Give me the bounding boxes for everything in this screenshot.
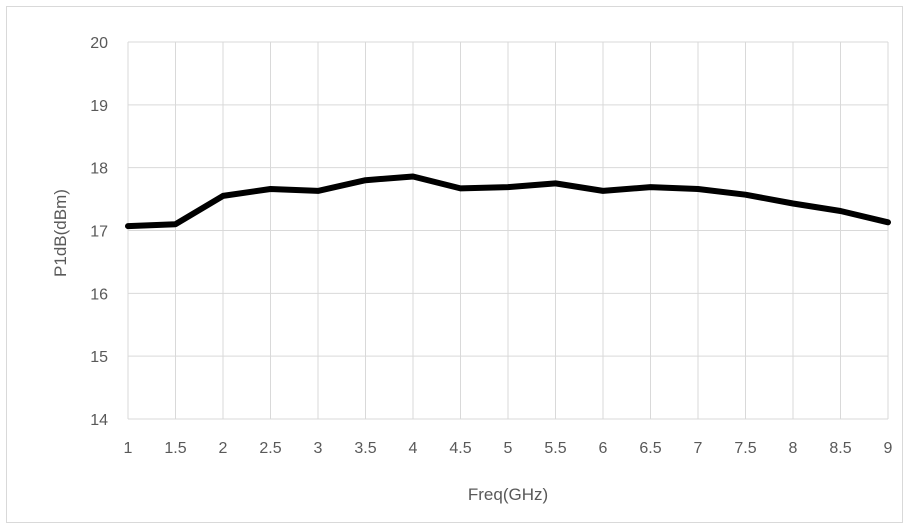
x-tick-label: 6.5 (639, 440, 661, 457)
data-point (317, 190, 319, 192)
x-tick-label: 3.5 (354, 440, 376, 457)
x-tick-label: 4 (409, 440, 418, 457)
y-tick-label: 18 (90, 161, 108, 178)
data-point (222, 195, 224, 197)
x-tick-label: 8 (789, 440, 798, 457)
data-point (602, 190, 604, 192)
x-tick-label: 8.5 (829, 440, 851, 457)
y-tick-label: 17 (90, 224, 108, 241)
data-point (412, 175, 414, 177)
data-point (127, 225, 129, 227)
data-point (697, 188, 699, 190)
x-tick-label: 2 (219, 440, 228, 457)
data-point (555, 182, 556, 184)
x-axis-title: Freq(GHz) (468, 485, 548, 504)
chart-area (6, 6, 903, 523)
data-point (792, 202, 794, 204)
series-layer (125, 173, 891, 230)
data-point (887, 221, 889, 223)
x-tick-label: 5 (504, 440, 513, 457)
y-tick-label: 16 (90, 286, 108, 303)
data-point (175, 223, 176, 225)
x-tick-label: 4.5 (449, 440, 471, 457)
data-point (460, 187, 461, 189)
data-point (745, 194, 746, 196)
data-point (270, 188, 271, 190)
x-axis-tick-labels: 1 1.5 2 2.5 3 3.5 4 4.5 5 5.5 6 6.5 7 7.5 8 8.5 9 (124, 440, 893, 457)
data-point (650, 186, 651, 188)
x-tick-label: 1.5 (164, 440, 186, 457)
x-tick-label: 5.5 (544, 440, 566, 457)
y-tick-label: 19 (90, 98, 108, 115)
y-axis-tick-labels: 14 15 16 17 18 19 20 (90, 35, 108, 429)
data-point (840, 210, 841, 212)
x-tick-label: 9 (884, 440, 893, 457)
x-tick-label: 7 (694, 440, 703, 457)
gridlines (127, 41, 889, 420)
y-axis-title: P1dB(dBm) (51, 189, 70, 277)
y-tick-label: 15 (90, 349, 108, 366)
data-point (507, 186, 509, 188)
x-tick-label: 2.5 (259, 440, 281, 457)
x-tick-label: 7.5 (734, 440, 756, 457)
x-tick-label: 1 (124, 440, 133, 457)
y-tick-label: 14 (90, 412, 108, 429)
data-point (365, 179, 366, 181)
x-tick-label: 3 (314, 440, 323, 457)
y-tick-label: 20 (90, 35, 108, 52)
x-tick-label: 6 (599, 440, 608, 457)
